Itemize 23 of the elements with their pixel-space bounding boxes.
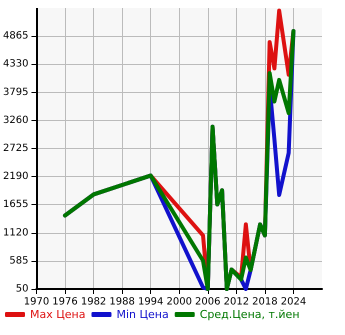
x-tick-label: 1994: [138, 296, 164, 308]
y-tick-label: 3260: [2, 114, 28, 126]
legend-label: Max Цена: [30, 308, 86, 321]
y-tick-label: 585: [9, 255, 28, 266]
y-tick-label: 2725: [2, 143, 28, 154]
x-tick-label: 2006: [195, 296, 221, 308]
y-tick-label: 4330: [2, 58, 28, 70]
legend-label: Min Цена: [116, 308, 169, 321]
x-tick-label: 2000: [166, 296, 192, 308]
y-tick-label: 2190: [2, 171, 28, 182]
x-tick-label: 1970: [24, 296, 50, 308]
y-tick-label: 4865: [2, 30, 28, 42]
x-tick-label: 2018: [252, 296, 278, 308]
x-tick-label: 1976: [52, 296, 78, 308]
y-tick-label: 1655: [2, 199, 28, 210]
y-tick-label: 1120: [2, 227, 28, 238]
x-tick-label: 1988: [109, 296, 135, 308]
legend-label: Сред.Цена, т.йен: [200, 308, 300, 321]
y-tick-label: 50: [16, 284, 28, 294]
x-tick-label: 1982: [80, 296, 106, 308]
x-tick-label: 2012: [224, 296, 250, 308]
x-tick-label: 2024: [280, 296, 306, 308]
y-tick-label: 3795: [2, 86, 28, 98]
